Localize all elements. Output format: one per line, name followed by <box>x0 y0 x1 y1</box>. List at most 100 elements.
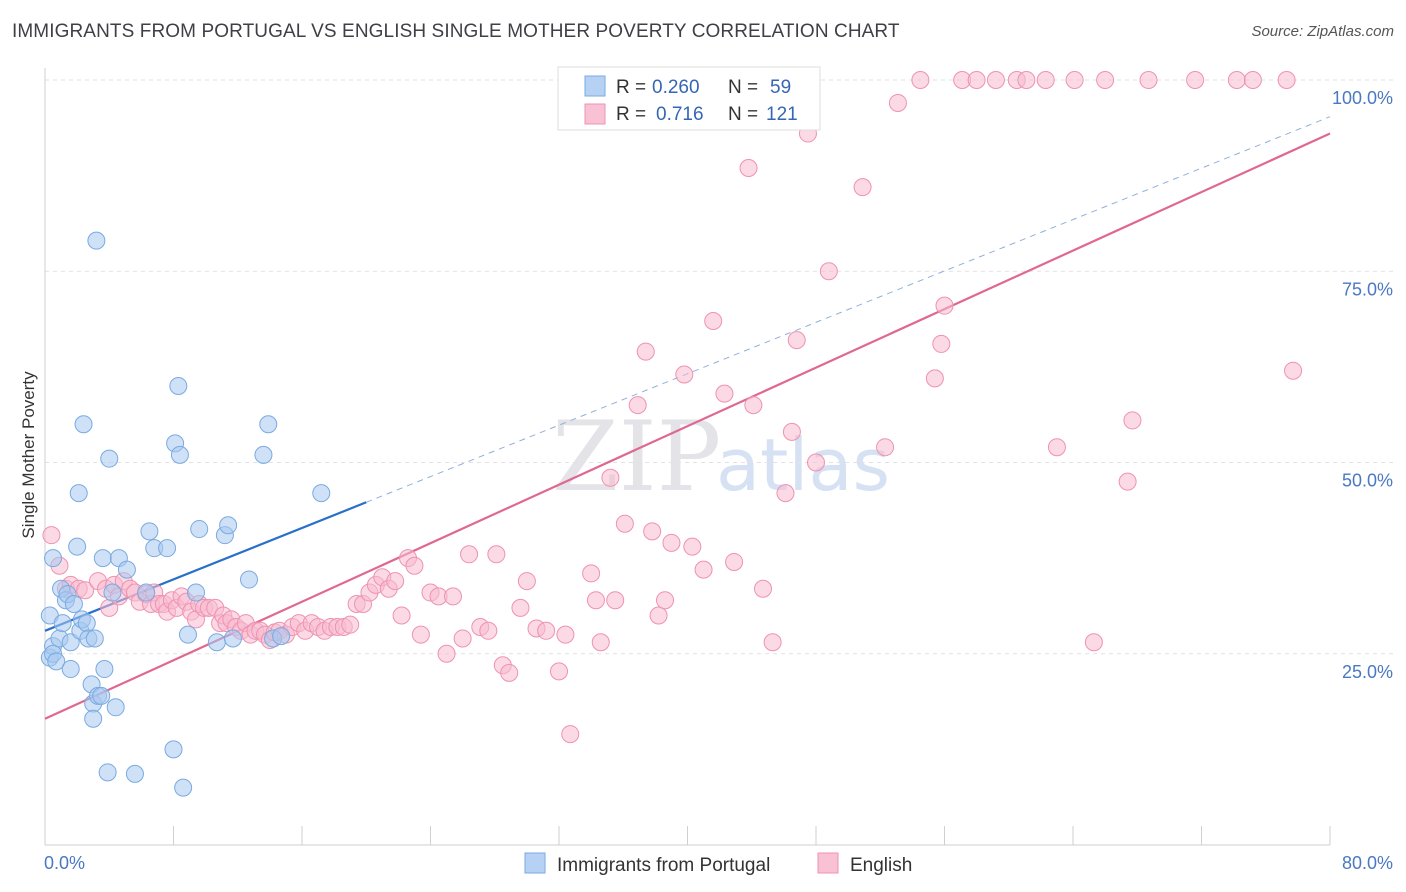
point-english <box>763 633 782 652</box>
point-english <box>601 468 620 487</box>
source-label: Source: ZipAtlas.com <box>1251 23 1394 40</box>
point-english <box>586 591 605 610</box>
point-english <box>683 537 702 556</box>
point-english <box>787 331 806 350</box>
point-portugal <box>47 652 66 671</box>
point-portugal <box>178 625 197 644</box>
point-english <box>460 545 479 564</box>
point-english <box>386 572 405 591</box>
point-portugal <box>169 377 188 395</box>
point-english <box>675 365 694 384</box>
point-portugal <box>77 614 96 633</box>
point-english <box>744 396 763 415</box>
point-portugal <box>125 764 144 783</box>
point-portugal <box>69 484 88 503</box>
trend-lines <box>44 116 1331 720</box>
legend-n-value-portugal: 59 <box>770 77 791 98</box>
chart-title: IMMIGRANTS FROM PORTUGAL VS ENGLISH SING… <box>12 21 900 42</box>
point-portugal <box>103 583 122 602</box>
point-english <box>550 662 568 681</box>
point-english <box>582 564 601 583</box>
point-portugal <box>158 539 177 558</box>
point-portugal <box>53 614 72 633</box>
point-english <box>1065 71 1084 89</box>
point-english <box>967 71 986 89</box>
point-portugal <box>74 415 93 434</box>
point-portugal <box>190 520 209 539</box>
point-english <box>1123 411 1142 430</box>
top-legend: R = 0.260 N = 59 R = 0.716 N = 121 <box>557 66 821 131</box>
point-english <box>1227 71 1246 89</box>
point-english <box>704 311 723 330</box>
y-tick-label: 75.0% <box>1342 279 1393 299</box>
grid-lines <box>45 79 1395 655</box>
legend-swatch-portugal <box>584 75 606 97</box>
legend-n-value-english: 121 <box>766 104 798 125</box>
legend-n-label-portugal: N = <box>728 77 758 98</box>
point-portugal <box>98 763 117 782</box>
point-english <box>1017 71 1036 89</box>
watermark-zip: ZIP <box>552 401 721 513</box>
point-english <box>561 725 580 744</box>
point-english <box>694 560 713 579</box>
legend-r-label-portugal: R = <box>616 77 646 98</box>
point-portugal <box>259 415 278 434</box>
point-portugal <box>137 583 156 602</box>
point-english <box>725 552 744 571</box>
point-portugal <box>272 627 291 646</box>
point-english <box>487 545 506 564</box>
point-portugal <box>170 445 189 464</box>
point-english <box>1284 361 1303 380</box>
point-english <box>715 384 734 403</box>
point-portugal <box>219 516 238 535</box>
point-english <box>411 625 430 644</box>
trend-line-portugal-extension <box>366 116 1331 503</box>
point-english <box>443 587 462 606</box>
x-tick-label: 80.0% <box>1342 853 1393 873</box>
y-tick-labels: 25.0% 50.0% 75.0% 100.0% <box>1332 88 1393 682</box>
point-english <box>1084 633 1103 652</box>
point-english <box>511 598 530 617</box>
point-portugal <box>100 449 119 468</box>
point-portugal <box>61 660 80 679</box>
point-portugal <box>95 660 114 679</box>
point-english <box>615 514 634 533</box>
point-english <box>591 633 610 652</box>
y-tick-label: 25.0% <box>1342 662 1393 682</box>
point-portugal <box>61 633 80 652</box>
point-english <box>807 453 825 472</box>
trend-line-english <box>44 132 1331 720</box>
point-english <box>1096 71 1115 89</box>
point-english <box>1036 71 1055 89</box>
point-english <box>656 591 675 610</box>
point-english <box>739 158 758 177</box>
point-english <box>405 556 424 575</box>
point-english <box>911 71 930 89</box>
point-english <box>479 621 498 640</box>
point-portugal <box>64 595 83 614</box>
data-points <box>40 71 1303 797</box>
point-english <box>628 396 647 415</box>
point-english <box>42 526 61 545</box>
bottom-legend-swatch-english <box>817 852 839 874</box>
point-portugal <box>44 549 63 568</box>
point-english <box>662 533 681 552</box>
point-portugal <box>254 445 273 464</box>
watermark-atlas: atlas <box>716 423 890 507</box>
point-portugal <box>239 570 258 589</box>
point-portugal <box>223 629 242 648</box>
point-english <box>1243 71 1262 89</box>
point-english <box>1118 472 1137 491</box>
point-english <box>1277 71 1296 89</box>
point-english <box>636 342 655 361</box>
point-portugal <box>87 231 106 250</box>
bottom-legend: Immigrants from Portugal English <box>524 852 912 876</box>
bottom-legend-label-portugal: Immigrants from Portugal <box>557 855 770 876</box>
point-portugal <box>186 583 205 602</box>
point-english <box>925 369 944 388</box>
y-tick-label: 50.0% <box>1342 471 1393 491</box>
point-portugal <box>117 560 136 579</box>
point-english <box>888 93 907 112</box>
point-english <box>1139 71 1158 89</box>
